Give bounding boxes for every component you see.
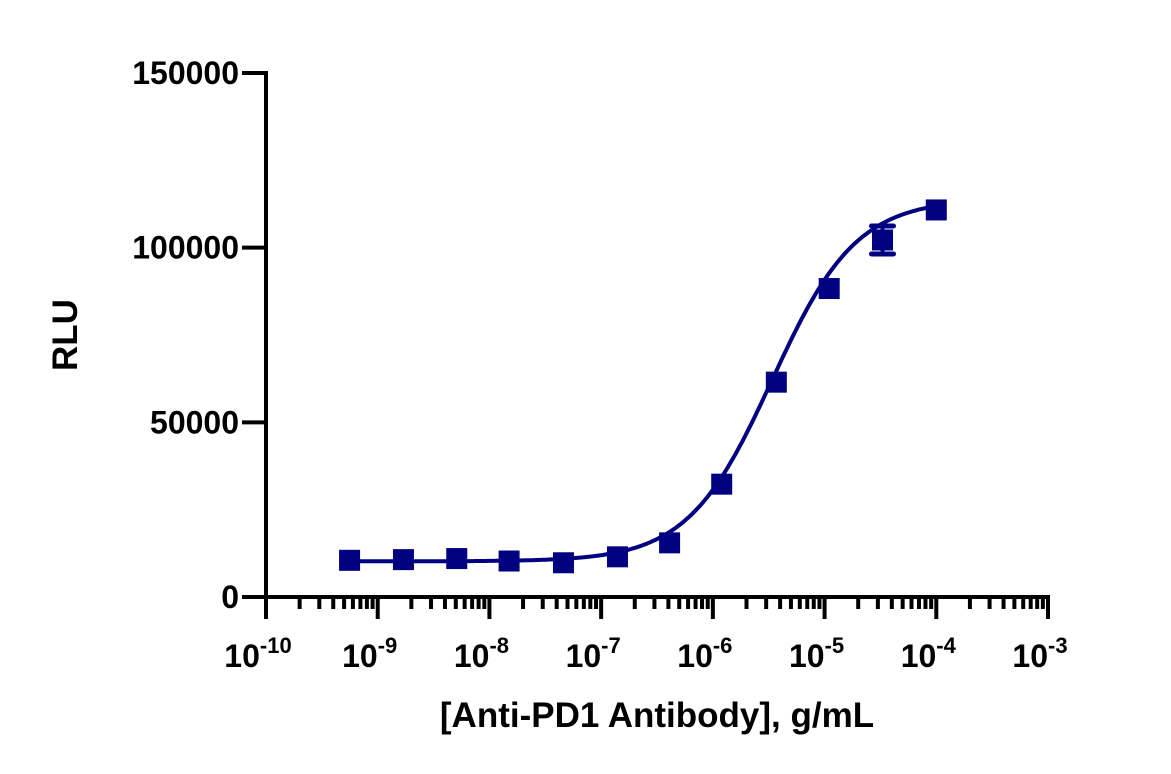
x-tick-label: 10-10	[224, 633, 291, 674]
y-axis-title: RLU	[46, 299, 85, 371]
y-tick-label: 0	[221, 579, 239, 615]
data-point-square-marker	[498, 550, 520, 572]
data-point-square-marker	[765, 371, 787, 393]
y-tick-label: 50000	[150, 404, 239, 440]
data-point-square-marker	[925, 199, 947, 221]
data-point-square-marker	[552, 552, 574, 574]
x-tick-label: 10-4	[901, 633, 957, 674]
y-tick-label: 100000	[132, 230, 239, 266]
data-point-square-marker	[659, 532, 681, 554]
x-axis: 10-10 10-9 10-8 10-7 10-6 10-5 10-4 10-3	[224, 595, 1068, 674]
data-point-square-marker	[446, 548, 468, 570]
data-point-square-marker	[339, 549, 361, 571]
data-markers	[339, 199, 947, 574]
x-axis-title: [Anti-PD1 Antibody], g/mL	[440, 696, 874, 735]
sigmoid-fit-line	[349, 204, 937, 564]
data-point-square-marker	[606, 546, 628, 568]
x-tick-label: 10-3	[1012, 633, 1067, 674]
data-point-square-marker	[711, 473, 733, 495]
x-tick-label: 10-6	[677, 633, 732, 674]
x-tick-label: 10-7	[566, 633, 621, 674]
y-axis: 0 50000 100000 150000	[132, 55, 268, 615]
x-tick-label: 10-9	[342, 633, 397, 674]
x-tick-label: 10-8	[454, 633, 509, 674]
data-point-square-marker	[818, 278, 840, 300]
data-point-square-marker	[392, 549, 414, 571]
x-tick-label: 10-5	[789, 633, 844, 674]
fit-curve	[349, 204, 937, 564]
data-point-square-marker	[871, 229, 893, 251]
y-tick-label: 150000	[132, 55, 239, 91]
